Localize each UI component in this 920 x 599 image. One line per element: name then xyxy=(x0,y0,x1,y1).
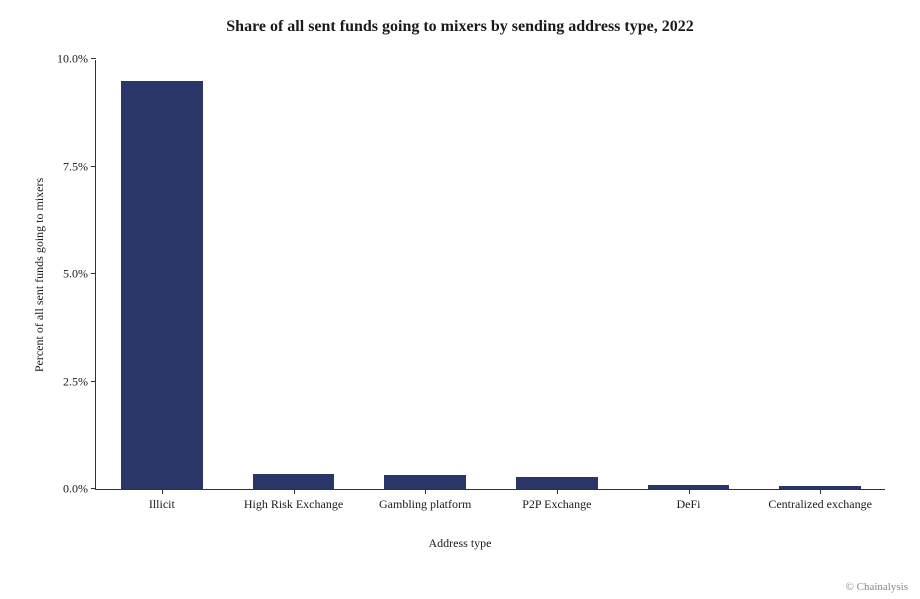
y-tick-mark xyxy=(91,58,96,59)
y-tick-mark xyxy=(91,488,96,489)
y-tick-label: 10.0% xyxy=(57,52,96,67)
y-axis-label: Percent of all sent funds going to mixer… xyxy=(32,178,47,372)
bar xyxy=(253,474,335,489)
attribution-text: © Chainalysis xyxy=(846,581,908,593)
y-tick-mark xyxy=(91,166,96,167)
y-tick-label: 7.5% xyxy=(63,159,96,174)
chart-container: Share of all sent funds going to mixers … xyxy=(0,0,920,599)
y-tick-label: 5.0% xyxy=(63,267,96,282)
x-tick-label: Illicit xyxy=(149,489,175,512)
y-tick-label: 0.0% xyxy=(63,482,96,497)
x-tick-label: High Risk Exchange xyxy=(244,489,343,512)
x-tick-label: P2P Exchange xyxy=(522,489,591,512)
bar xyxy=(516,477,598,489)
plot-area: 0.0%2.5%5.0%7.5%10.0%IllicitHigh Risk Ex… xyxy=(95,60,885,490)
bar xyxy=(121,81,203,490)
y-tick-mark xyxy=(91,273,96,274)
y-tick-label: 2.5% xyxy=(63,374,96,389)
chart-title: Share of all sent funds going to mixers … xyxy=(0,18,920,36)
x-tick-label: DeFi xyxy=(677,489,701,512)
x-tick-label: Centralized exchange xyxy=(768,489,872,512)
x-axis-label: Address type xyxy=(0,536,920,551)
x-tick-label: Gambling platform xyxy=(379,489,471,512)
y-tick-mark xyxy=(91,381,96,382)
bar xyxy=(384,475,466,489)
